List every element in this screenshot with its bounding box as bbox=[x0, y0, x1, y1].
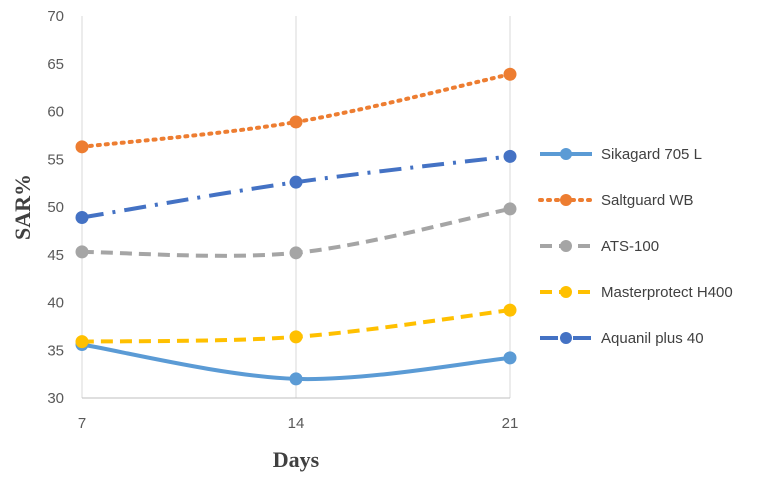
legend-item-3: Masterprotect H400 bbox=[540, 284, 733, 301]
series-1-point-14 bbox=[289, 115, 303, 129]
y-tick-label: 60 bbox=[47, 104, 64, 121]
y-tick-label: 45 bbox=[47, 247, 64, 264]
series-0-point-14 bbox=[289, 372, 303, 386]
legend: Sikagard 705 L Saltguard WB ATS-100 Masterp… bbox=[538, 146, 733, 347]
series-3-point-21 bbox=[503, 303, 517, 317]
y-tick-label: 70 bbox=[47, 8, 64, 25]
y-axis-title: SAR% bbox=[10, 174, 35, 240]
x-tick-label: 21 bbox=[502, 415, 519, 432]
legend-item-4: Aquanil plus 40 bbox=[540, 330, 704, 347]
series-lines bbox=[75, 67, 517, 386]
legend-marker-swatch bbox=[560, 194, 572, 206]
legend-marker-swatch bbox=[560, 286, 572, 298]
legend-marker-swatch bbox=[560, 332, 572, 344]
x-axis-title: Days bbox=[273, 447, 320, 472]
x-tick-label: 14 bbox=[288, 415, 305, 432]
series-4-point-21 bbox=[503, 149, 517, 163]
legend-label: Aquanil plus 40 bbox=[601, 330, 704, 347]
y-tick-label: 30 bbox=[47, 390, 64, 407]
series-2-point-7 bbox=[75, 245, 89, 259]
legend-label: Saltguard WB bbox=[601, 192, 694, 209]
y-tick-label: 35 bbox=[47, 342, 64, 359]
series-3-point-14 bbox=[289, 330, 303, 344]
series-1-point-7 bbox=[75, 140, 89, 154]
y-tick-label: 40 bbox=[47, 295, 64, 312]
legend-item-0: Sikagard 705 L bbox=[540, 146, 702, 163]
tick-labels: 30 35 40 45 50 55 60 65 70 7 14 21 bbox=[47, 8, 518, 432]
legend-marker-swatch bbox=[560, 240, 572, 252]
legend-label: Masterprotect H400 bbox=[601, 284, 733, 301]
y-tick-label: 50 bbox=[47, 199, 64, 216]
series-3-point-7 bbox=[75, 335, 89, 349]
y-tick-label: 55 bbox=[47, 151, 64, 168]
legend-marker-swatch bbox=[560, 148, 572, 160]
legend-item-1: Saltguard WB bbox=[538, 192, 694, 209]
legend-item-2: ATS-100 bbox=[540, 238, 659, 255]
y-tick-label: 65 bbox=[47, 56, 64, 73]
x-tick-label: 7 bbox=[78, 415, 86, 432]
legend-label: Sikagard 705 L bbox=[601, 146, 702, 163]
series-1-point-21 bbox=[503, 67, 517, 81]
series-2-point-14 bbox=[289, 246, 303, 260]
series-0-point-21 bbox=[503, 351, 517, 365]
legend-label: ATS-100 bbox=[601, 238, 659, 255]
series-4-point-14 bbox=[289, 175, 303, 189]
series-4-point-7 bbox=[75, 211, 89, 225]
series-2-point-21 bbox=[503, 202, 517, 216]
